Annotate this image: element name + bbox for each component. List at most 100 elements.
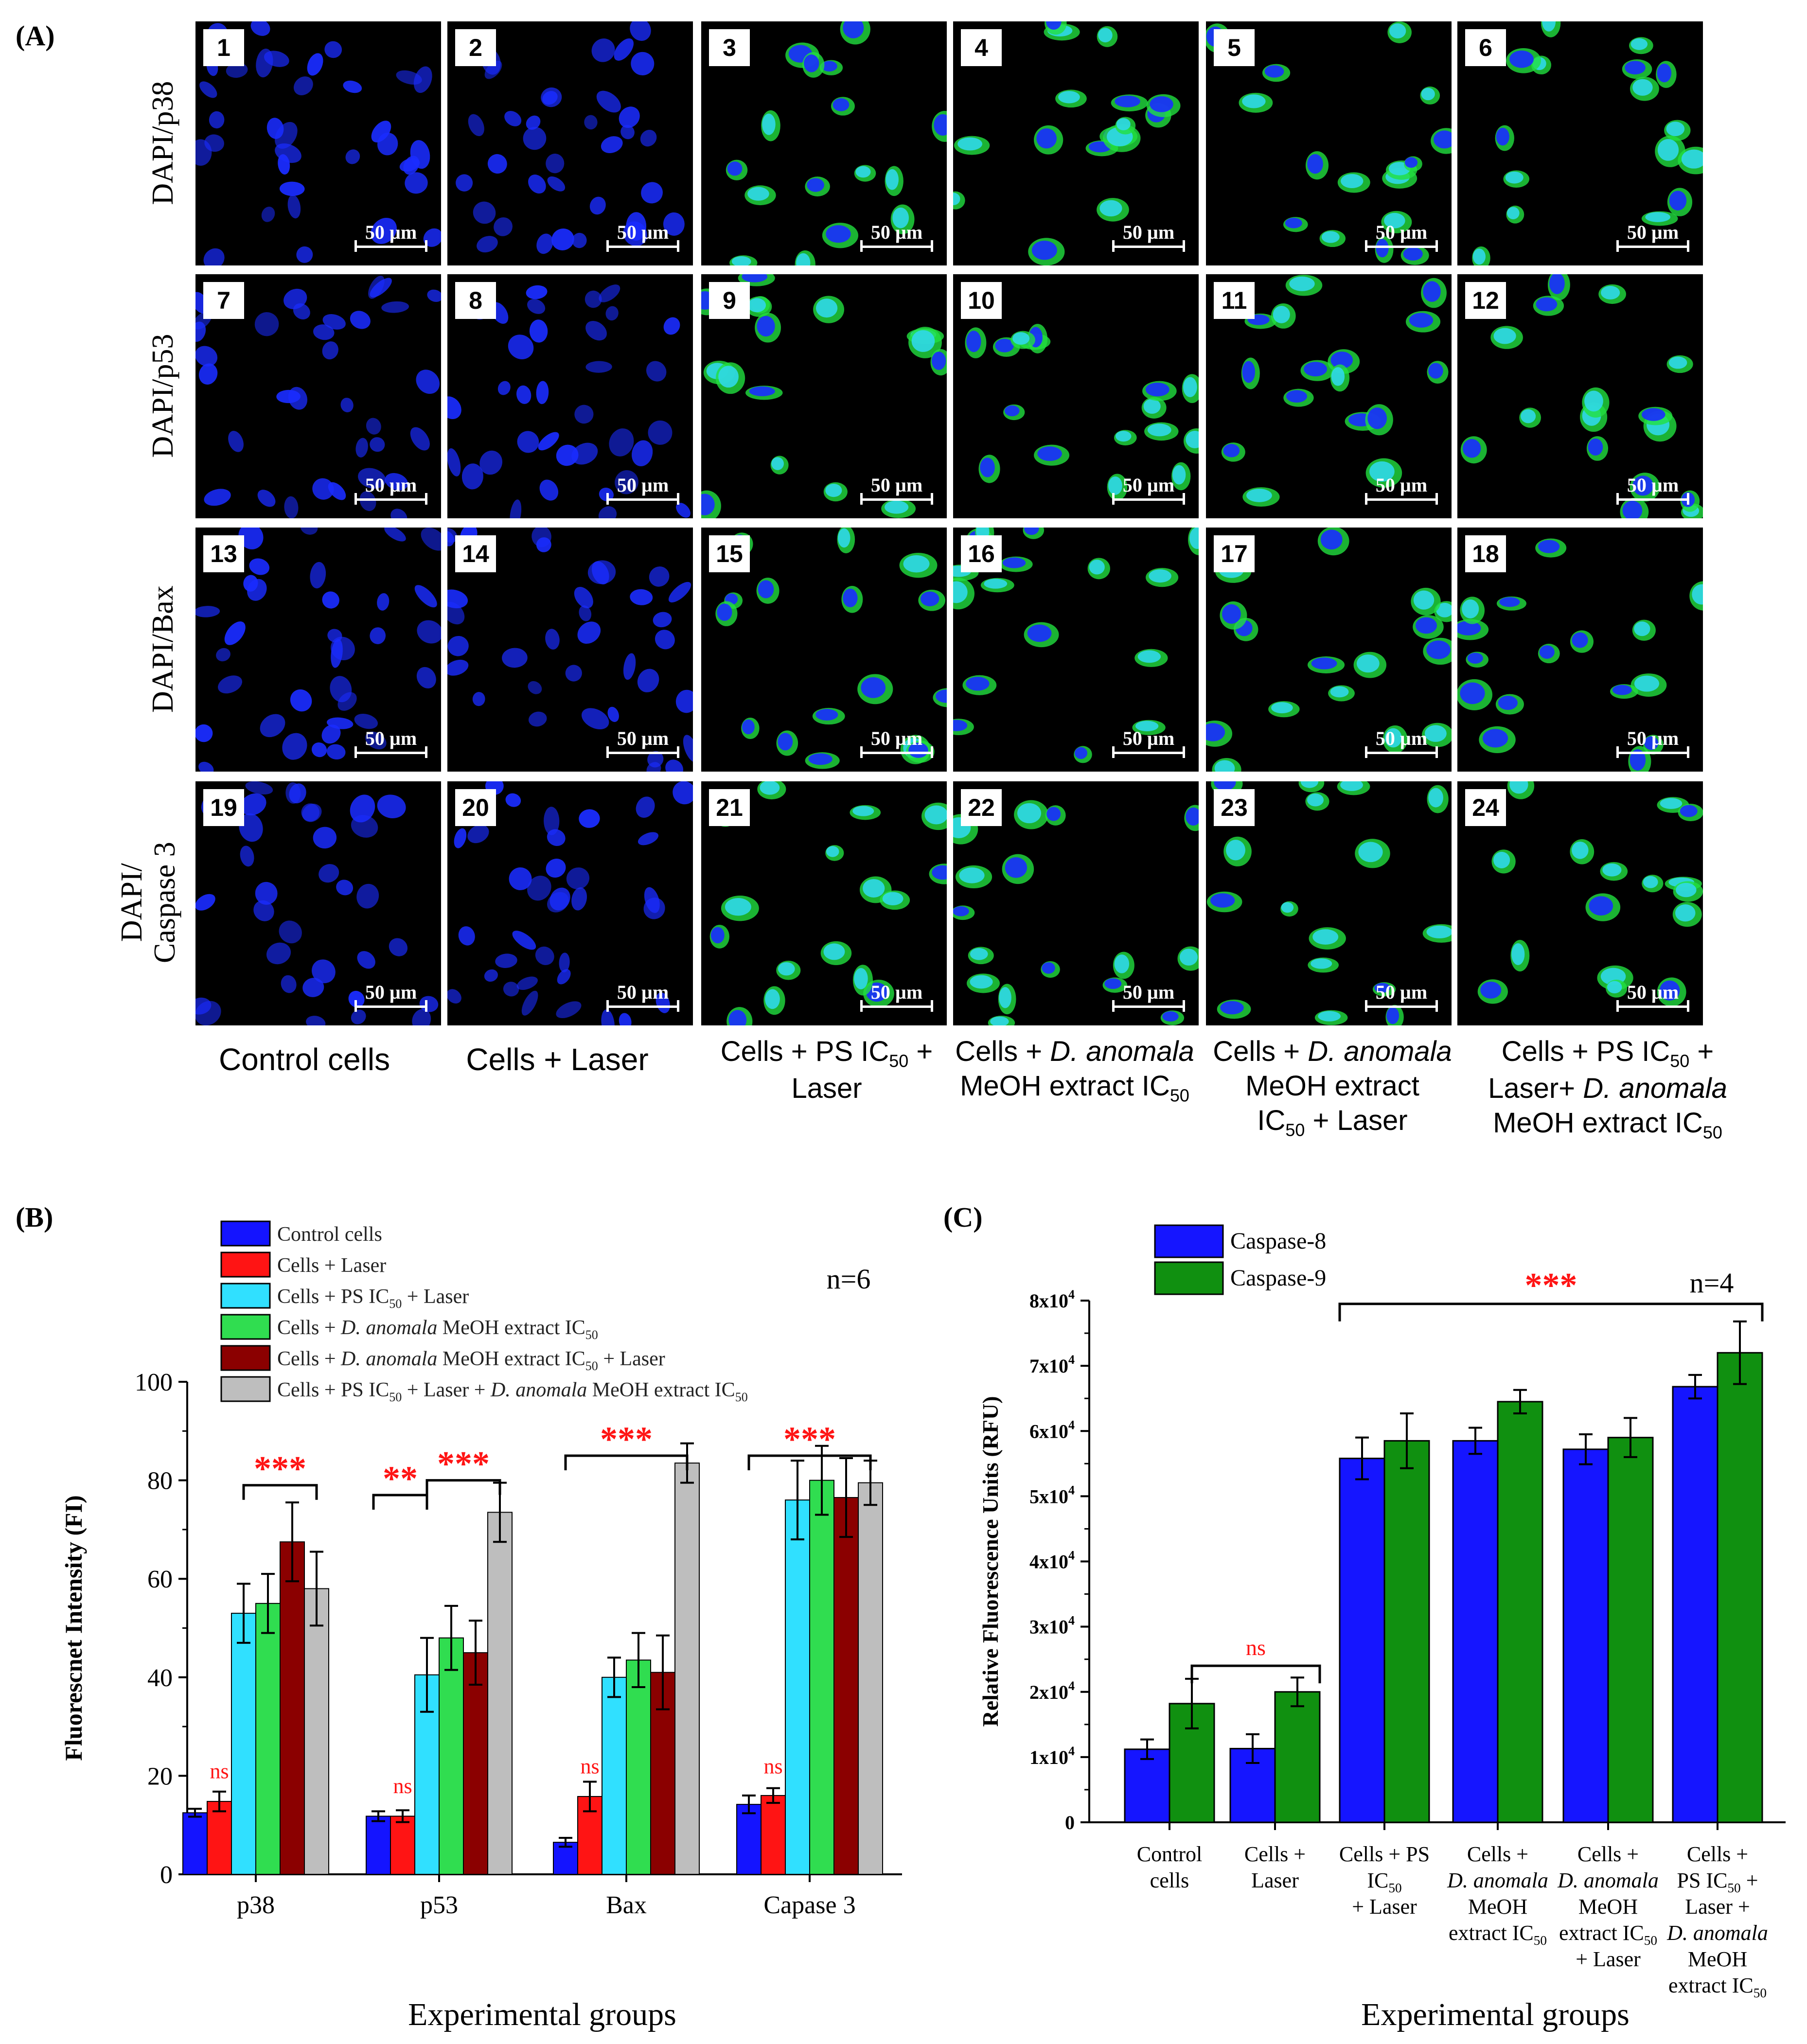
- micrograph-tile: 8 50 µm: [447, 274, 693, 518]
- scale-bar: 50 µm: [606, 727, 679, 758]
- legend-swatch: [220, 1220, 271, 1247]
- bar: [674, 1463, 700, 1875]
- column-label: Cells + PS IC50 + Laser+ D. anomala MeOH e…: [1488, 1036, 1727, 1143]
- bar: [1497, 1401, 1543, 1823]
- scale-bar-label: 50 µm: [1122, 474, 1175, 496]
- bar: [1339, 1458, 1385, 1823]
- bar: [487, 1512, 513, 1875]
- panel-b-letter: (B): [16, 1201, 53, 1233]
- x-tick-label: MeOH: [1688, 1947, 1747, 1971]
- bar: [785, 1499, 810, 1875]
- scale-bar-label: 50 µm: [365, 221, 417, 243]
- micrograph-tile: 20 50 µm: [447, 781, 693, 1025]
- panel-a-letter: (A): [16, 20, 55, 52]
- x-tick-label: p53: [420, 1891, 458, 1919]
- micrograph-tile: 13 50 µm: [195, 528, 441, 772]
- y-tick-label: 1x104: [1029, 1744, 1075, 1768]
- legend-swatch: [1154, 1261, 1224, 1295]
- x-tick-label: Cells +: [1577, 1842, 1639, 1866]
- significance-bracket: [564, 1454, 689, 1470]
- bar: [761, 1795, 786, 1875]
- panel-c-letter: (C): [943, 1201, 983, 1233]
- scale-bar: 50 µm: [860, 474, 933, 505]
- significance-bracket: [372, 1494, 428, 1510]
- significance-label: ns: [1246, 1635, 1266, 1660]
- y-tick-label: 60: [147, 1566, 173, 1593]
- scale-bar-label: 50 µm: [365, 981, 417, 1003]
- micrograph-tile: 9 50 µm: [701, 274, 947, 518]
- y-tick-label: 3x104: [1029, 1614, 1075, 1638]
- scale-bar: 50 µm: [1616, 474, 1689, 505]
- legend-label: Caspase-9: [1230, 1265, 1326, 1291]
- x-tick-label: D. anomala: [1447, 1868, 1548, 1892]
- significance-stars: ***: [783, 1420, 836, 1459]
- bar: [390, 1815, 415, 1875]
- scale-bar: 50 µm: [1112, 221, 1185, 252]
- significance-label: ns: [580, 1754, 599, 1778]
- significance-bracket: [1338, 1303, 1764, 1322]
- scale-bar-label: 50 µm: [617, 221, 669, 243]
- bar: [809, 1480, 834, 1875]
- legend-label: Caspase-8: [1230, 1228, 1326, 1254]
- legend-label: Cells + Laser: [277, 1254, 386, 1277]
- row-label: DAPI/p38: [146, 81, 179, 205]
- legend-label: Cells + PS IC50 + Laser: [277, 1286, 469, 1311]
- micrograph-tile: 2 50 µm: [447, 21, 693, 265]
- scale-bar: 50 µm: [1616, 727, 1689, 758]
- bar: [304, 1588, 329, 1875]
- micrograph-tile: 24 50 µm: [1457, 781, 1703, 1025]
- bar: [1607, 1437, 1654, 1823]
- y-tick-label: 7x104: [1029, 1353, 1075, 1377]
- tile-number: 6: [1465, 29, 1506, 66]
- bar: [366, 1815, 391, 1875]
- scale-bar: 50 µm: [354, 474, 427, 505]
- micrograph-tile: 14 50 µm: [447, 528, 693, 772]
- x-tick-label: Bax: [606, 1891, 647, 1919]
- legend-swatch: [220, 1314, 271, 1340]
- bar: [1562, 1448, 1609, 1823]
- column-label: Control cells: [218, 1042, 390, 1077]
- significance-label: ns: [393, 1774, 412, 1798]
- tile-number: 3: [709, 29, 750, 66]
- significance-bracket: [242, 1484, 318, 1500]
- significance-bracket: [1190, 1664, 1321, 1684]
- x-tick-label: D. anomala: [1666, 1921, 1768, 1945]
- micrograph-tile: 7 50 µm: [195, 274, 441, 518]
- bar: [1124, 1748, 1170, 1823]
- y-tick-label: 4x104: [1029, 1549, 1075, 1573]
- bar: [1383, 1440, 1430, 1823]
- scale-bar-label: 50 µm: [870, 727, 923, 749]
- x-tick-label: PS IC50 +: [1677, 1868, 1758, 1895]
- micrograph-tile: 1 50 µm: [195, 21, 441, 265]
- scale-bar-label: 50 µm: [1375, 221, 1428, 243]
- x-tick-label: MeOH: [1468, 1895, 1527, 1919]
- scale-bar-label: 50 µm: [870, 221, 923, 243]
- x-tick-label: IC50: [1367, 1868, 1401, 1895]
- x-tick-label: Cells +: [1244, 1842, 1306, 1866]
- scale-bar: 50 µm: [606, 981, 679, 1012]
- row-label: DAPI/Caspase 3: [115, 842, 181, 964]
- column-label: Cells + PS IC50 + Laser: [720, 1036, 933, 1105]
- n-label: n=4: [1690, 1267, 1734, 1299]
- scale-bar: 50 µm: [1616, 221, 1689, 252]
- x-tick-label: extract IC50: [1559, 1921, 1657, 1948]
- tile-number: 13: [203, 535, 244, 572]
- tile-number: 19: [203, 789, 244, 826]
- y-tick-label: 80: [147, 1467, 173, 1495]
- tile-number: 18: [1465, 535, 1506, 572]
- legend-swatch: [1154, 1224, 1224, 1258]
- bar: [255, 1603, 281, 1875]
- scale-bar: 50 µm: [1112, 727, 1185, 758]
- significance-bracket: [747, 1454, 872, 1470]
- tile-number: 17: [1214, 535, 1255, 572]
- x-tick-label: + Laser: [1576, 1947, 1641, 1971]
- x-tick-label: extract IC50: [1668, 1974, 1767, 2000]
- bar: [1452, 1440, 1499, 1823]
- tile-number: 12: [1465, 282, 1506, 319]
- x-tick-label: D. anomala: [1557, 1868, 1659, 1892]
- legend-swatch: [220, 1345, 271, 1371]
- scale-bar-label: 50 µm: [1627, 727, 1679, 749]
- tile-number: 15: [709, 535, 750, 572]
- bar: [280, 1541, 305, 1875]
- row-label: DAPI/p53: [146, 334, 179, 458]
